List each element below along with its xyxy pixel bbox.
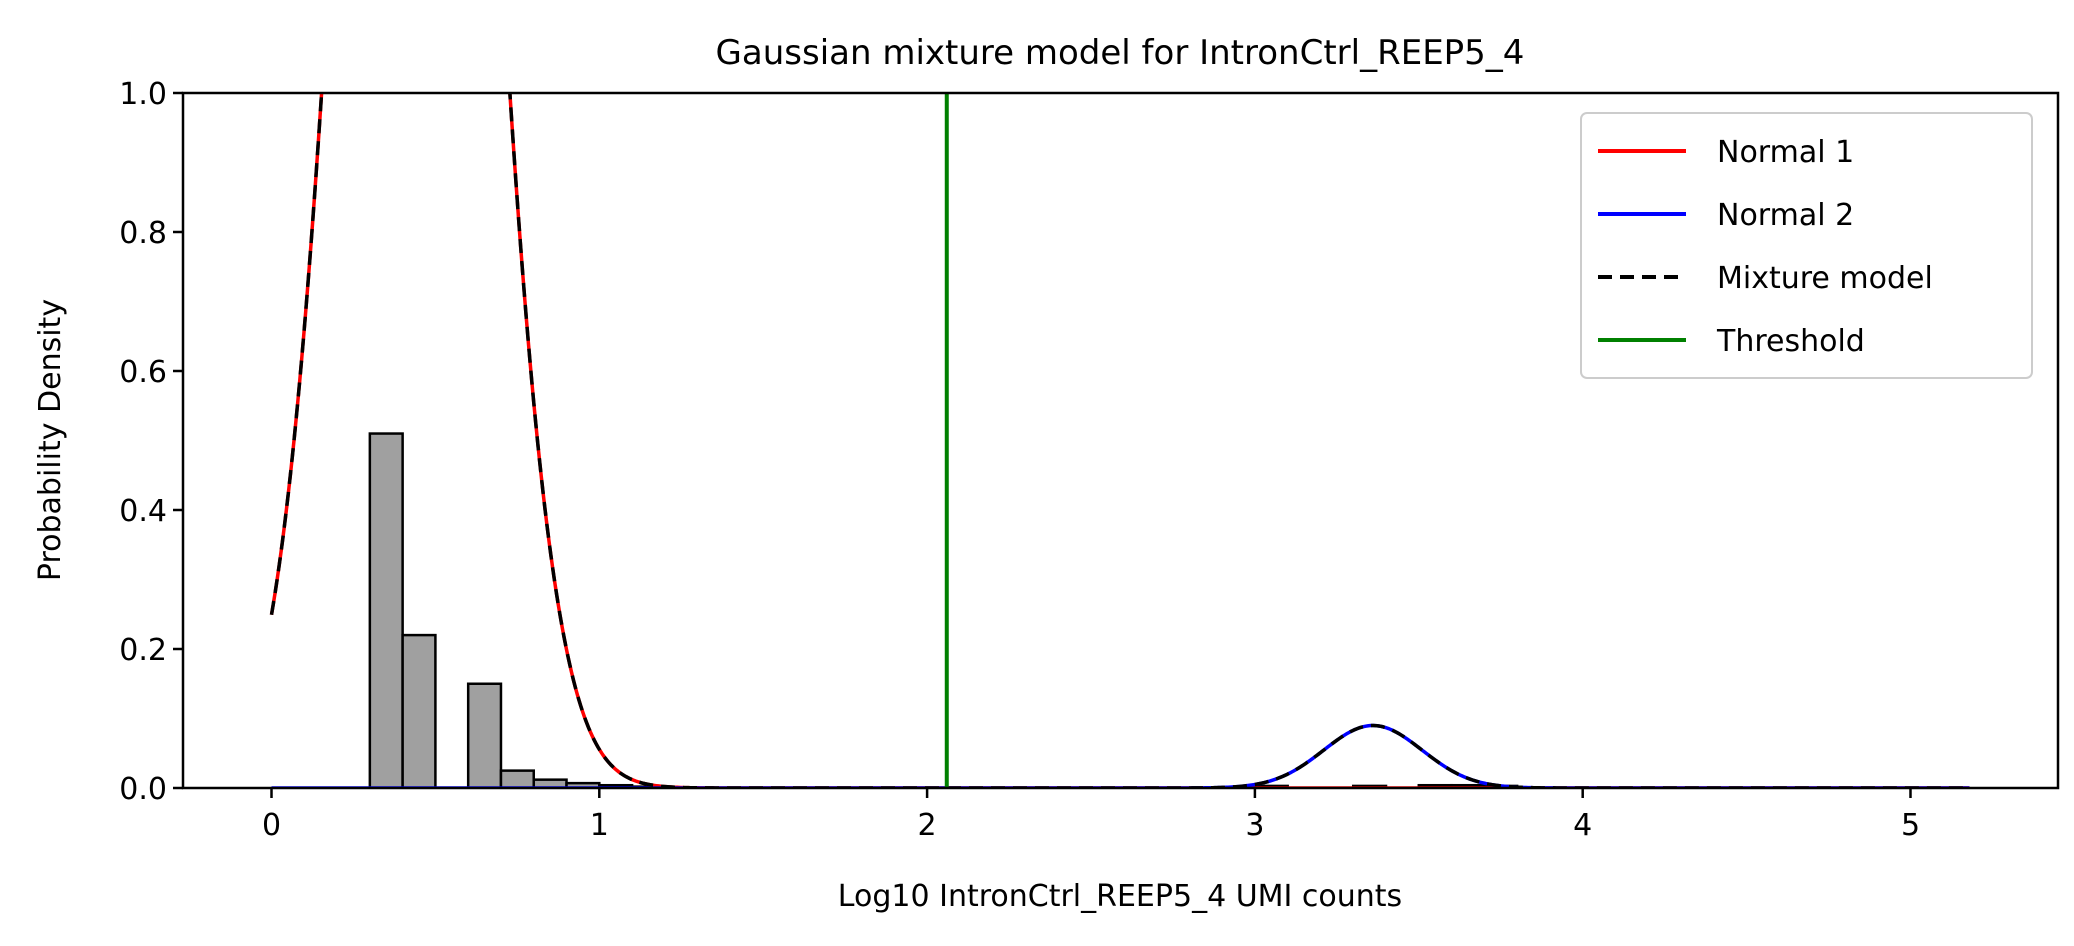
x-tick-label: 1 (590, 808, 609, 843)
x-tick-label: 4 (1573, 808, 1592, 843)
x-tick-label: 5 (1901, 808, 1920, 843)
y-tick-label: 0.6 (119, 355, 167, 390)
y-tick-label: 1.0 (119, 77, 167, 112)
y-axis-ticks: 0.0 0.2 0.4 0.6 0.8 1.0 (119, 77, 183, 807)
y-tick-label: 0.0 (119, 772, 167, 807)
legend-label-mixture-model: Mixture model (1717, 261, 1933, 296)
histogram-bar-1 (401, 633, 437, 788)
y-tick-label: 0.8 (119, 216, 167, 251)
density-curves (269, 93, 1970, 788)
y-tick-label: 0.2 (119, 633, 167, 668)
x-axis-ticks: 0 1 2 3 4 5 (262, 788, 1920, 843)
chart-title: Gaussian mixture model for IntronCtrl_RE… (716, 33, 1525, 73)
x-axis-label: Log10 IntronCtrl_REEP5_4 UMI counts (838, 879, 1402, 914)
legend: Normal 1 Normal 2 Mixture model Threshold (1580, 112, 2033, 379)
x-tick-label: 3 (1245, 808, 1264, 843)
histogram-bar-3 (499, 769, 535, 788)
histogram-bar-0 (368, 432, 404, 788)
legend-box (1580, 112, 2033, 379)
y-tick-label: 0.4 (119, 494, 167, 529)
legend-label-threshold: Threshold (1716, 324, 1865, 359)
legend-label-normal-2: Normal 2 (1717, 198, 1854, 233)
x-tick-label: 0 (262, 808, 281, 843)
series-line-mixture-model (269, 93, 1970, 788)
legend-label-normal-1: Normal 1 (1717, 135, 1854, 170)
y-axis-label: Probability Density (33, 299, 68, 581)
histogram-bar-2 (466, 682, 503, 788)
plot-frame (181, 91, 2060, 790)
x-tick-label: 2 (918, 808, 937, 843)
